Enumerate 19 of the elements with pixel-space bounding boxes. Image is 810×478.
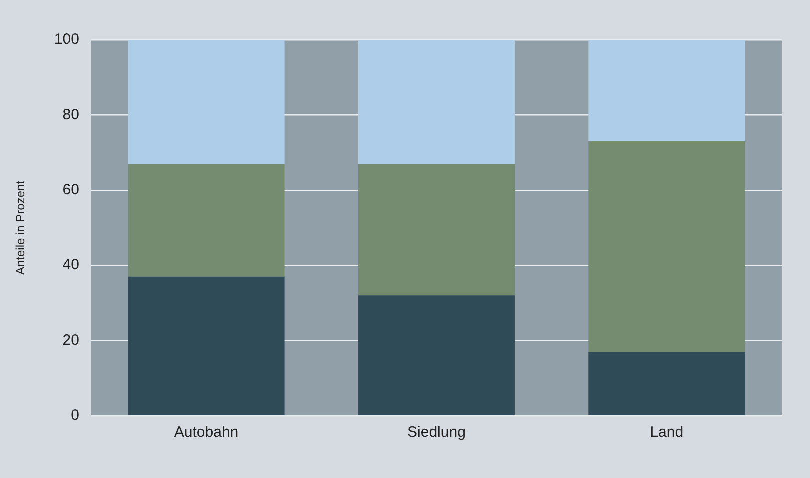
x-tick-label: Autobahn	[174, 424, 239, 442]
bar	[358, 296, 515, 416]
y-tick-label: 100	[54, 31, 80, 48]
y-tick-label: 20	[62, 332, 80, 349]
x-tick-label: Land	[650, 424, 684, 442]
bar	[128, 164, 285, 277]
y-tick-label: 40	[62, 256, 80, 274]
y-axis-title: Anteile in Prozent	[14, 180, 28, 276]
bar	[128, 276, 285, 416]
x-tick-label: Siedlung	[408, 424, 466, 442]
y-tick-label: 0	[71, 407, 80, 424]
bar	[128, 40, 285, 164]
bar	[358, 164, 515, 296]
y-tick-label: 80	[62, 106, 80, 124]
bar	[588, 352, 746, 416]
bar	[588, 142, 746, 352]
bar	[588, 40, 746, 142]
bar	[358, 40, 515, 164]
y-tick-label: 60	[62, 182, 80, 199]
